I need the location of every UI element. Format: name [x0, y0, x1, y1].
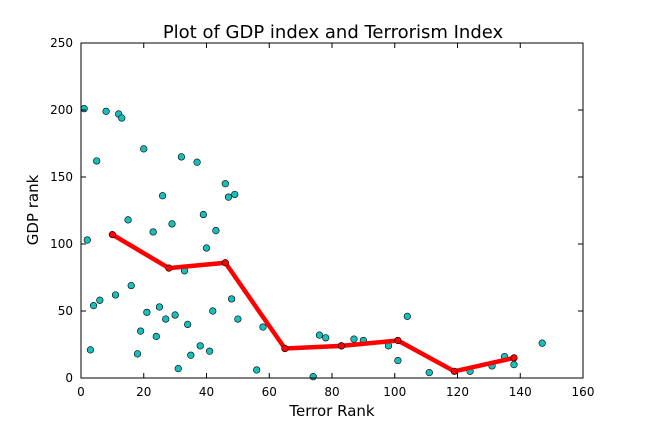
scatter-point	[137, 327, 145, 335]
trend-marker	[165, 264, 173, 272]
trend-marker	[108, 231, 116, 239]
scatter-point	[193, 158, 201, 166]
scatter-point	[102, 107, 110, 115]
x-tick-label: 20	[136, 385, 151, 399]
scatter-point	[143, 308, 151, 316]
x-tick-label: 60	[262, 385, 277, 399]
scatter-point	[171, 311, 179, 319]
x-tick-label: 160	[572, 385, 595, 399]
scatter-point	[196, 342, 204, 350]
y-tick-label: 150	[50, 170, 73, 184]
scatter-point	[206, 347, 214, 355]
scatter-point	[124, 216, 132, 224]
scatter-point	[228, 295, 236, 303]
trend-marker	[337, 342, 346, 350]
scatter-point	[510, 361, 518, 369]
scatter-point	[93, 157, 101, 165]
y-tick-label: 0	[65, 371, 73, 385]
scatter-point	[174, 365, 182, 373]
x-tick-label: 40	[199, 385, 214, 399]
scatter-point	[209, 307, 217, 315]
scatter-point	[425, 369, 433, 377]
scatter-point	[152, 332, 160, 341]
axes-frame	[80, 42, 584, 379]
trend-marker	[450, 367, 458, 375]
chart-title: Plot of GDP index and Terrorism Index	[163, 22, 504, 43]
scatter-point	[80, 105, 88, 113]
trend-marker	[510, 354, 518, 362]
scatter-point	[403, 312, 411, 320]
y-tick-label: 250	[50, 36, 73, 50]
scatter-point	[149, 228, 157, 236]
scatter-point	[315, 331, 324, 339]
scatter-point	[234, 315, 242, 323]
scatter-point	[253, 366, 261, 374]
y-tick-label: 50	[58, 304, 73, 318]
scatter-point	[127, 281, 135, 290]
scatter-point	[155, 303, 164, 311]
scatter-point	[111, 291, 120, 299]
x-tick-label: 140	[509, 385, 532, 399]
scatter-point	[162, 315, 170, 323]
scatter-point	[140, 145, 148, 153]
x-tick-label: 0	[77, 385, 85, 399]
scatter-point	[259, 323, 267, 331]
scatter-point	[394, 356, 402, 365]
scatter-point	[184, 320, 192, 329]
scatter-point	[224, 193, 233, 201]
x-tick-label: 100	[383, 385, 406, 399]
scatter-point	[221, 180, 229, 188]
scatter-point	[350, 335, 358, 343]
scatter-point	[322, 334, 330, 342]
scatter-point	[168, 220, 176, 228]
scatter-point	[538, 339, 546, 347]
y-tick-label: 100	[50, 237, 73, 251]
plot-area	[80, 42, 584, 381]
x-axis-label: Terror Rank	[288, 402, 374, 420]
scatter-point	[83, 236, 91, 244]
scatter-point	[199, 210, 207, 219]
trend-line	[111, 232, 515, 374]
scatter-point	[187, 351, 195, 359]
scatter-point	[177, 153, 185, 161]
scatter-point	[231, 190, 239, 199]
scatter-point	[118, 114, 126, 122]
scatter-point	[96, 296, 104, 304]
trend-marker	[281, 344, 289, 353]
scatter-point	[309, 373, 317, 381]
scatter-point	[212, 227, 220, 235]
x-tick-label: 120	[446, 385, 469, 399]
y-axis: 0 50 100 150 200 250	[50, 36, 583, 385]
scatter-point	[202, 244, 211, 252]
y-tick-label: 200	[50, 103, 73, 117]
y-axis-label: GDP rank	[24, 174, 42, 245]
x-axis: 0 20 40 60 80 100 120 140 160	[77, 43, 594, 399]
scatter-point	[89, 302, 98, 310]
scatter-point	[86, 346, 95, 354]
trend-marker	[394, 336, 402, 345]
x-tick-label: 80	[324, 385, 339, 399]
trend-marker	[221, 259, 229, 267]
scatter-point	[133, 350, 142, 358]
scatter-point	[158, 192, 167, 200]
